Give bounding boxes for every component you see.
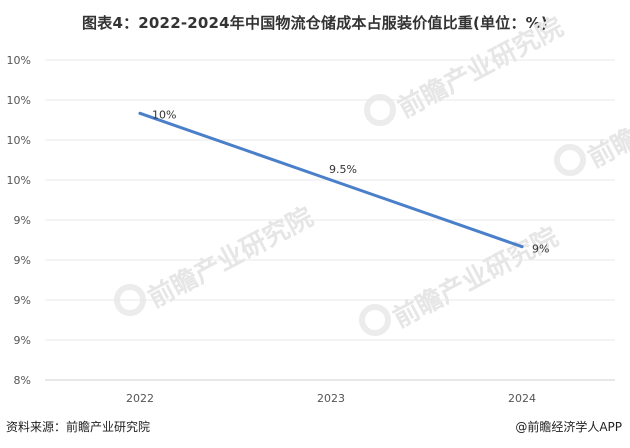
brand-note: @前瞻经济学人APP bbox=[515, 420, 622, 434]
y-axis-ticks: 8% 9% 9% 9% 9% 10% 10% 10% 10% bbox=[7, 54, 31, 387]
x-tick-label: 2024 bbox=[508, 392, 536, 405]
y-tick-label: 9% bbox=[14, 334, 31, 347]
y-tick-label: 10% bbox=[7, 134, 31, 147]
watermark-logo-icon bbox=[554, 144, 586, 176]
y-tick-label: 10% bbox=[7, 54, 31, 67]
watermark-text: 前瞻产业研究院 bbox=[143, 201, 318, 314]
data-point bbox=[329, 178, 333, 182]
source-note: 资料来源：前瞻产业研究院 bbox=[6, 420, 151, 434]
data-label: 9.5% bbox=[329, 163, 357, 176]
y-tick-label: 8% bbox=[14, 374, 31, 387]
x-tick-label: 2023 bbox=[317, 392, 345, 405]
chart-title: 图表4：2022-2024年中国物流仓储成本占服装价值比重(单位：%) bbox=[82, 14, 548, 32]
data-label: 10% bbox=[152, 108, 176, 121]
y-tick-label: 9% bbox=[14, 254, 31, 267]
y-tick-label: 10% bbox=[7, 94, 31, 107]
watermark-text: 前瞻产业研究院 bbox=[393, 11, 568, 124]
y-tick-label: 9% bbox=[14, 214, 31, 227]
grid-lines bbox=[45, 59, 615, 381]
watermark-text: 前瞻产业研究院 bbox=[388, 221, 563, 334]
watermark-logo-icon bbox=[359, 304, 391, 336]
data-point bbox=[520, 245, 524, 249]
data-label: 9% bbox=[532, 243, 549, 256]
watermark-text: 前瞻产业研究院 bbox=[583, 61, 630, 174]
x-axis-ticks: 2022 2023 2024 bbox=[126, 392, 536, 405]
y-tick-label: 10% bbox=[7, 174, 31, 187]
x-tick-label: 2022 bbox=[126, 392, 154, 405]
series-layer bbox=[138, 111, 524, 249]
data-labels: 10% 9.5% 9% bbox=[152, 108, 549, 255]
y-tick-label: 9% bbox=[14, 294, 31, 307]
watermark-logo-icon bbox=[364, 94, 396, 126]
data-point bbox=[138, 111, 142, 115]
